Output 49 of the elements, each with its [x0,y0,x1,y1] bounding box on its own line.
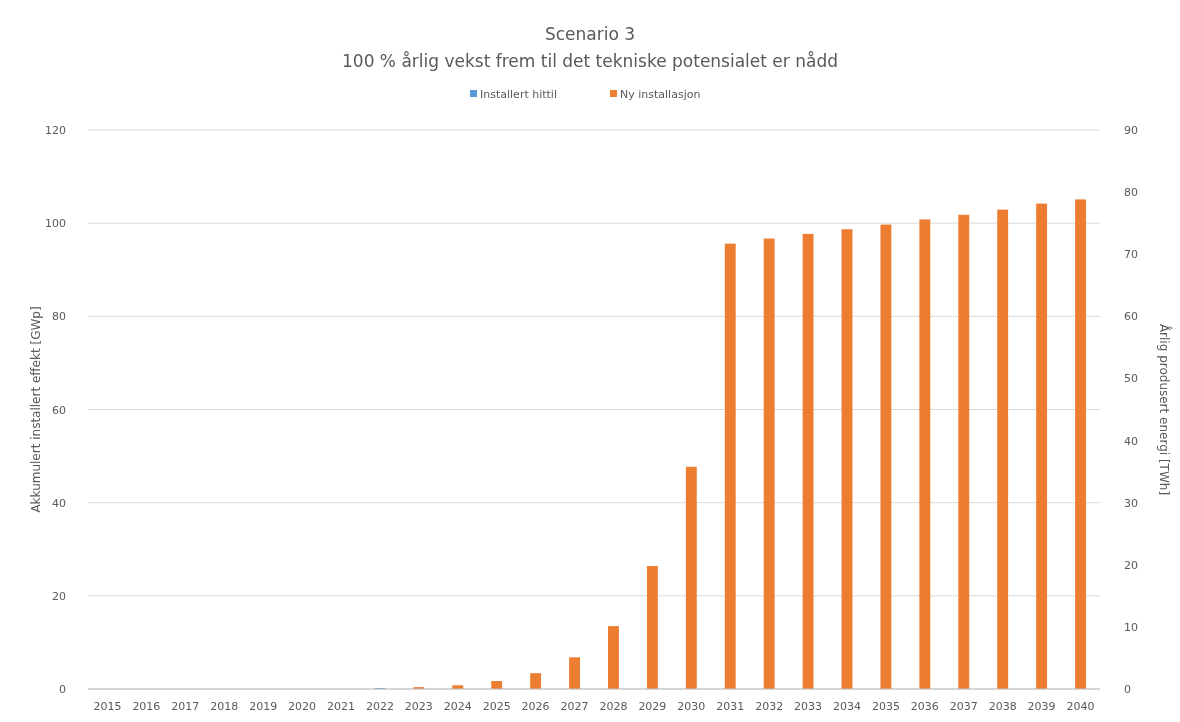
y2-axis-title: Årlig produsert energi [TWh] [1157,323,1172,496]
x-tick-label: 2036 [910,700,939,713]
y2-tick-label: 30 [1124,496,1138,510]
x-tick-label: 2034 [833,700,861,713]
y-tick-label: 60 [52,403,66,417]
x-tick-label: 2016 [132,700,161,713]
y-tick-label: 120 [45,124,66,137]
y-tick-label: 40 [52,496,66,510]
y-tick-label: 0 [59,683,66,696]
x-tick-label: 2028 [599,700,628,713]
x-tick-label: 2032 [755,700,784,713]
y2-tick-label: 60 [1124,310,1138,324]
x-tick-label: 2039 [1027,700,1056,713]
x-tick-label: 2031 [716,700,745,713]
y2-tick-label: 50 [1124,372,1138,386]
x-tick-label: 2015 [93,700,122,713]
y2-tick-label: 80 [1124,186,1138,200]
legend-label: Installert hittil [480,88,557,101]
y2-tick-label: 20 [1124,558,1138,572]
x-tick-label: 2027 [560,700,589,713]
x-tick-label: 2024 [443,700,472,713]
x-tick-label: 2026 [521,700,550,713]
x-tick-label: 2029 [638,700,667,713]
y-tick-label: 100 [45,217,66,231]
legend-label: Ny installasjon [620,88,701,101]
x-tick-label: 2038 [988,700,1017,713]
x-tick-label: 2023 [404,700,433,713]
x-tick-label: 2037 [949,700,978,713]
y2-tick-label: 0 [1124,683,1131,696]
x-tick-label: 2040 [1066,700,1095,713]
x-tick-label: 2019 [249,700,278,713]
y-axis-title: Akkumulert installert effekt [GWp] [29,306,43,513]
chart-title: Scenario 3 [544,24,636,44]
x-tick-label: 2030 [677,700,706,713]
chart-subtitle: 100 % årlig vekst frem til det tekniske potensialet er nådd [342,51,838,71]
x-tick-label: 2025 [482,700,511,713]
x-tick-label: 2022 [365,700,394,713]
y-tick-label: 20 [52,589,66,603]
x-tick-label: 2035 [871,700,900,713]
x-tick-label: 2017 [171,700,200,713]
y2-tick-label: 90 [1124,124,1138,137]
x-tick-label: 2033 [794,700,823,713]
y2-tick-label: 10 [1124,620,1138,634]
x-tick-label: 2021 [327,700,355,713]
y2-tick-label: 40 [1124,434,1138,448]
x-tick-label: 2020 [288,700,317,713]
x-tick-label: 2018 [210,700,239,713]
y2-tick-label: 70 [1124,248,1138,262]
y-tick-label: 80 [52,310,66,324]
